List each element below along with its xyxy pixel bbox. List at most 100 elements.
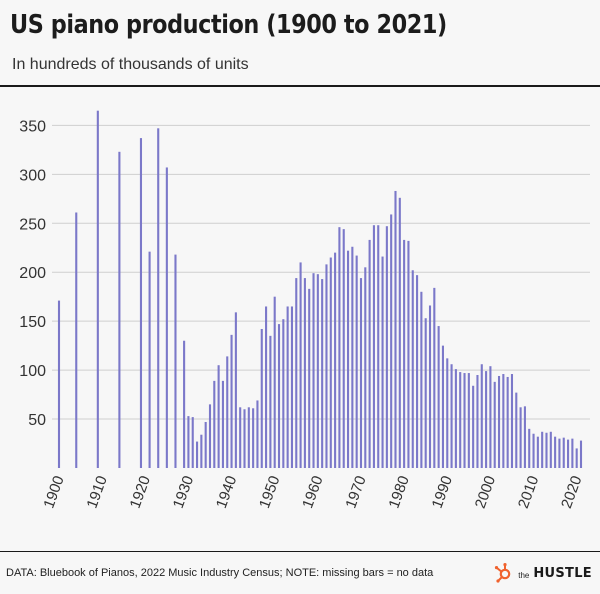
bar	[295, 278, 298, 468]
bar	[213, 380, 216, 468]
bar	[567, 439, 570, 468]
bar	[75, 212, 78, 468]
bar	[346, 250, 350, 468]
bar	[351, 246, 354, 468]
bar	[299, 262, 302, 468]
bar	[558, 438, 561, 468]
brand-name: HUSTLE	[533, 565, 592, 581]
bar	[230, 334, 233, 468]
bar	[208, 404, 212, 468]
bar	[394, 190, 397, 468]
bar	[515, 392, 518, 468]
y-tick-label: 50	[28, 412, 46, 429]
bar	[497, 375, 501, 468]
bar	[450, 364, 453, 468]
bar	[187, 416, 190, 468]
bar	[463, 373, 466, 468]
footer-divider	[0, 551, 600, 552]
source-note: DATA: Bluebook of Pianos, 2022 Music Ind…	[6, 567, 434, 579]
chart-subtitle: In hundreds of thousands of units	[12, 56, 249, 73]
bar	[174, 254, 177, 468]
bar	[510, 374, 514, 468]
bar	[372, 225, 375, 468]
sprocket-icon	[495, 563, 511, 583]
bar	[549, 431, 552, 468]
bar	[403, 239, 406, 468]
bar	[252, 408, 255, 468]
x-tick-label: 2000	[472, 474, 499, 511]
bar	[489, 366, 492, 468]
bar	[57, 300, 61, 468]
bar	[338, 227, 341, 468]
y-tick-label: 200	[19, 265, 46, 282]
bar	[277, 324, 281, 468]
x-tick-label: 1970	[342, 474, 369, 511]
bar-chart: 50 100 150 200 250 300 350 1900 1910 1920 1930 1940…	[19, 110, 590, 511]
y-tick-label: 150	[19, 314, 46, 331]
bar	[221, 380, 224, 468]
brand-logo: the HUSTLE	[492, 562, 592, 584]
bar	[407, 240, 410, 468]
bar	[506, 376, 509, 468]
bar	[234, 312, 237, 468]
x-tick-label: 2020	[558, 474, 585, 511]
bar	[256, 400, 259, 468]
bar	[554, 436, 557, 468]
bar	[575, 448, 578, 468]
bar	[308, 288, 311, 468]
bar	[368, 239, 371, 468]
bar	[226, 356, 229, 468]
bar	[321, 279, 324, 468]
bar	[139, 138, 143, 469]
bar	[195, 441, 199, 468]
brand-the: the	[518, 571, 530, 580]
bar	[204, 421, 207, 468]
bar	[325, 264, 328, 468]
bar	[381, 256, 384, 468]
bar	[472, 385, 475, 468]
y-tick-label: 100	[19, 363, 46, 380]
bar	[359, 278, 363, 468]
bar	[312, 273, 315, 468]
x-tick-label: 1930	[170, 474, 197, 511]
bar	[502, 374, 505, 468]
bar	[243, 409, 246, 468]
x-tick-label: 1920	[127, 474, 154, 511]
bar	[217, 365, 220, 468]
bar	[239, 407, 242, 468]
bar	[390, 214, 393, 468]
bar	[165, 167, 168, 468]
x-tick-label: 1980	[385, 474, 412, 511]
bar	[316, 274, 319, 468]
bar	[303, 278, 306, 468]
x-tick-label: 2010	[515, 474, 542, 511]
bar	[342, 229, 345, 468]
bar	[485, 371, 488, 468]
bar	[377, 225, 380, 468]
bar	[541, 431, 544, 468]
x-tick-label: 1910	[84, 474, 111, 511]
bar	[416, 275, 419, 468]
y-tick-label: 250	[19, 216, 46, 233]
bar	[523, 406, 526, 468]
bar	[493, 381, 496, 468]
bar	[286, 306, 289, 468]
y-tick-label: 300	[19, 167, 46, 184]
bar	[571, 438, 574, 468]
bar	[532, 433, 535, 468]
bar	[437, 326, 440, 468]
bar	[398, 197, 401, 468]
bar	[157, 128, 160, 468]
bar	[480, 364, 483, 468]
bar	[441, 345, 445, 468]
bar	[260, 328, 263, 468]
bar	[329, 257, 332, 468]
bar	[334, 252, 337, 468]
x-tick-label: 1940	[213, 474, 240, 511]
bar	[290, 306, 294, 468]
bar	[269, 335, 272, 468]
bar	[282, 319, 285, 468]
bar	[118, 151, 121, 469]
x-tick-label: 1960	[299, 474, 326, 511]
bar	[364, 267, 367, 468]
